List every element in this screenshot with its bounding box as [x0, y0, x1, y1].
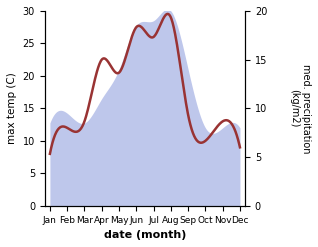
X-axis label: date (month): date (month)	[104, 230, 186, 240]
Y-axis label: max temp (C): max temp (C)	[7, 72, 17, 144]
Y-axis label: med. precipitation
(kg/m2): med. precipitation (kg/m2)	[289, 64, 311, 153]
